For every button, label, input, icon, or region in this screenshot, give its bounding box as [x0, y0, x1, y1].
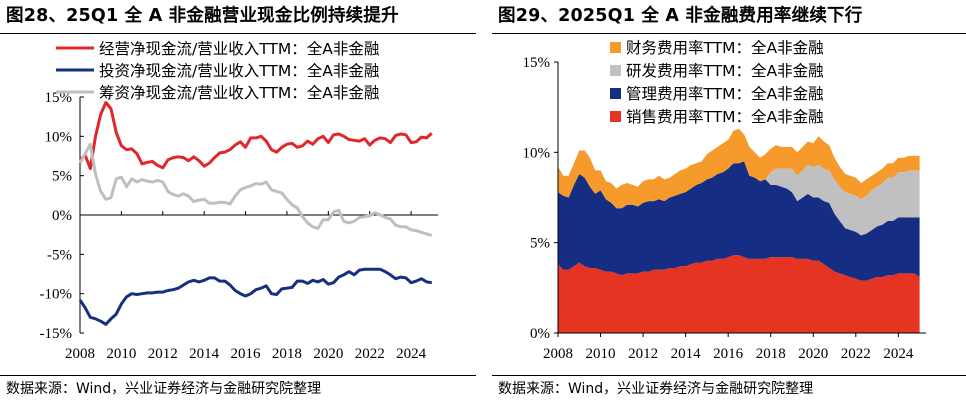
x-tick-label: 2020 [798, 346, 828, 362]
left-chart-title: 图28、25Q1 全 A 非金融营业现金比例持续提升 [6, 6, 399, 26]
legend-swatch-1 [610, 65, 621, 76]
legend-swatch-0 [610, 42, 621, 53]
x-tick-label: 2008 [543, 346, 573, 362]
y-tick-label: 5% [52, 169, 72, 185]
y-tick-label: -15% [40, 326, 73, 342]
x-tick-label: 2016 [231, 346, 262, 362]
area-series-1 [558, 161, 920, 281]
left-title-rule [0, 33, 476, 34]
area-series-2 [558, 161, 920, 236]
x-tick-label: 2012 [148, 346, 178, 362]
y-tick-label: 15% [523, 55, 551, 71]
legend-label-3: 销售费用率TTM：全A非金融 [626, 108, 824, 126]
left-chart-panel: 图28、25Q1 全 A 非金融营业现金比例持续提升 15% 10% 5% 0% -5%… [0, 0, 476, 404]
right-chart-panel: 图29、2025Q1 全 A 非金融费用率继续下行 15% 10% 5% 0% 2008… [492, 0, 966, 404]
right-source-rule [492, 375, 966, 376]
y-tick-label: 10% [523, 145, 551, 161]
y-tick-label: -10% [40, 287, 73, 303]
y-tick-label: 15% [45, 90, 73, 106]
right-chart-source: 数据来源：Wind，兴业证券经济与金融研究院整理 [498, 381, 814, 397]
series-line-0 [78, 101, 433, 171]
y-tick-label: 0% [52, 208, 72, 224]
x-tick-label: 2008 [65, 346, 95, 362]
x-tick-label: 2024 [883, 346, 914, 362]
legend-label-0: 财务费用率TTM：全A非金融 [626, 39, 824, 57]
right-chart-title: 图29、2025Q1 全 A 非金融费用率继续下行 [498, 6, 863, 26]
y-tick-label: -5% [47, 247, 72, 263]
area-series-0 [558, 255, 920, 333]
left-line-chart: 15% 10% 5% 0% -5% -10% -15% 2008 2010 2012 2014 201… [40, 40, 438, 362]
legend-swatch-3 [610, 111, 621, 122]
legend-label-1: 研发费用率TTM：全A非金融 [626, 62, 824, 80]
x-tick-label: 2020 [313, 346, 343, 362]
legend-label-1: 投资净现金流/营业收入TTM：全A非金融 [99, 62, 379, 80]
y-tick-label: 10% [45, 129, 73, 145]
series-line-2 [78, 142, 433, 237]
left-chart-source: 数据来源：Wind，兴业证券经济与金融研究院整理 [6, 381, 322, 397]
x-tick-label: 2018 [272, 346, 302, 362]
x-tick-label: 2010 [586, 346, 616, 362]
right-title-rule [492, 33, 966, 34]
x-tick-label: 2022 [355, 346, 385, 362]
legend-swatch-2 [610, 88, 621, 99]
legend-label-2: 管理费用率TTM：全A非金融 [626, 85, 824, 103]
y-tick-label: 5% [530, 236, 550, 252]
legend-label-0: 经营净现金流/营业收入TTM：全A非金融 [99, 40, 379, 58]
area-series-3 [558, 128, 920, 209]
series-line-1 [78, 267, 433, 326]
x-tick-label: 2010 [106, 346, 136, 362]
x-tick-label: 2024 [396, 346, 427, 362]
x-tick-label: 2014 [671, 346, 702, 362]
x-tick-label: 2022 [841, 346, 871, 362]
x-tick-label: 2012 [628, 346, 658, 362]
x-tick-label: 2016 [713, 346, 744, 362]
x-tick-label: 2018 [756, 346, 786, 362]
x-tick-label: 2014 [189, 346, 220, 362]
legend-label-2: 筹资净现金流/营业收入TTM：全A非金融 [99, 84, 379, 102]
y-tick-label: 0% [530, 326, 550, 342]
left-source-rule [0, 375, 476, 376]
right-area-chart: 15% 10% 5% 0% 2008 2010 2012 2014 2016 2018 2020 20… [523, 39, 926, 362]
